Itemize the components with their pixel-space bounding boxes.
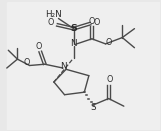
FancyBboxPatch shape: [7, 2, 161, 131]
Text: S: S: [91, 103, 96, 112]
Text: H₂N: H₂N: [46, 10, 62, 19]
Text: O: O: [48, 18, 54, 27]
Text: N: N: [60, 62, 66, 71]
Text: O: O: [93, 18, 100, 27]
Text: O: O: [107, 75, 113, 84]
Text: O: O: [36, 42, 42, 51]
Text: O: O: [105, 38, 112, 47]
Text: O: O: [89, 17, 95, 26]
Text: S: S: [70, 24, 77, 33]
Text: N: N: [70, 39, 77, 48]
Text: O: O: [23, 58, 30, 67]
